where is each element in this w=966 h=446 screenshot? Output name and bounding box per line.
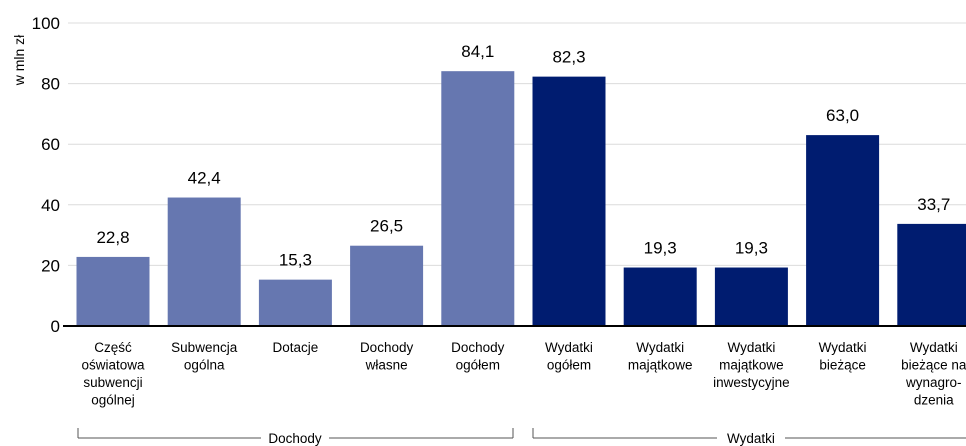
data-label: 84,1 bbox=[461, 42, 494, 61]
x-tick-label: Wydatki majątkowe inwestycyjne bbox=[713, 340, 790, 390]
x-tick-label: Wydatki bieżące bbox=[819, 340, 867, 373]
x-tick-label: Dochody ogółem bbox=[451, 340, 505, 373]
group-label: Wydatki bbox=[727, 431, 775, 446]
bar bbox=[350, 245, 424, 326]
bar bbox=[258, 279, 332, 326]
y-tick-label: 0 bbox=[51, 317, 60, 336]
data-label: 26,5 bbox=[370, 217, 403, 236]
bar bbox=[167, 197, 241, 326]
data-label: 63,0 bbox=[826, 106, 859, 125]
data-label: 33,7 bbox=[917, 195, 950, 214]
bars bbox=[76, 71, 966, 326]
x-tick-label: Subwencja ogólna bbox=[171, 340, 238, 373]
y-tick-label: 20 bbox=[41, 256, 60, 275]
data-label: 19,3 bbox=[644, 239, 677, 258]
bar bbox=[897, 223, 966, 326]
value-labels: 22,8 42,4 15,3 26,5 84,1 82,3 19,3 19,3 63,0 33,7 bbox=[96, 42, 950, 269]
y-tick-label: 100 bbox=[32, 14, 60, 33]
bar bbox=[76, 256, 150, 326]
data-label: 82,3 bbox=[552, 48, 585, 67]
x-tick-label: Wydatki bieżące na wynagro-dzenia bbox=[901, 340, 966, 408]
x-tick-label: Dotacje bbox=[273, 340, 319, 355]
y-axis-title: w mln zł bbox=[11, 34, 27, 86]
bar bbox=[532, 76, 606, 326]
x-tick-label: Wydatki ogółem bbox=[545, 340, 593, 373]
bar bbox=[806, 135, 880, 326]
x-tick-label: Część oświatowa subwencji ogólnej bbox=[81, 340, 145, 408]
data-label: 19,3 bbox=[735, 239, 768, 258]
bar bbox=[441, 71, 515, 326]
group-label: Dochody bbox=[268, 431, 322, 446]
x-tick-label: Dochody własne bbox=[360, 340, 414, 373]
bar bbox=[623, 267, 697, 326]
data-label: 42,4 bbox=[188, 169, 221, 188]
group-brackets: Dochody Wydatki bbox=[77, 428, 966, 446]
bar bbox=[714, 267, 788, 326]
y-tick-label: 40 bbox=[41, 196, 60, 215]
category-labels: Część oświatowa subwencji ogólnej Subwencja o… bbox=[81, 340, 966, 408]
y-tick-labels: 0 20 40 60 80 100 bbox=[32, 14, 60, 336]
x-tick-label: Wydatki majątkowe bbox=[628, 340, 693, 373]
data-label: 15,3 bbox=[279, 251, 312, 270]
data-label: 22,8 bbox=[96, 228, 129, 247]
y-tick-label: 80 bbox=[41, 75, 60, 94]
y-tick-label: 60 bbox=[41, 135, 60, 154]
